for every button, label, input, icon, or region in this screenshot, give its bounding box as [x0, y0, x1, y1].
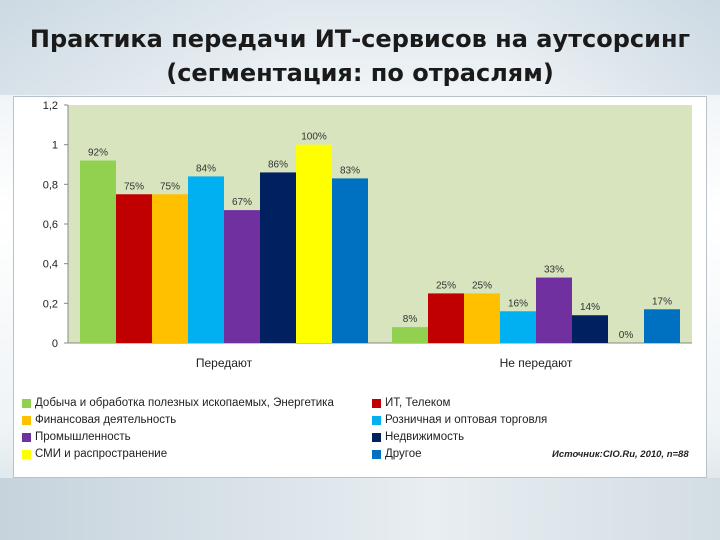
bar-data-label: 75%	[124, 181, 144, 192]
bar-data-label: 92%	[88, 148, 108, 159]
y-tick-label: 0,4	[43, 259, 58, 271]
legend-swatch	[372, 415, 381, 425]
header-decoration	[0, 0, 720, 95]
legend-swatch	[22, 449, 31, 459]
legend-label: Финансовая деятельность	[35, 414, 177, 426]
legend-swatch	[22, 415, 31, 425]
slide-title: Практика передачи ИТ-сервисов на аутсорс…	[29, 25, 691, 87]
bar-data-label: 84%	[196, 163, 216, 174]
bar-data-label: 67%	[232, 197, 252, 208]
legend-swatch	[372, 398, 381, 408]
x-axis-labels: Передают Не передают	[196, 356, 573, 370]
legend-label: СМИ и распространение	[35, 448, 168, 460]
chart-panel: 0 0,2 0,4 0,6 0,8 1 1,2 92% 75% 75% 84% 67% 86% 100%…	[13, 96, 707, 478]
bar-data-label: 25%	[436, 280, 456, 291]
bar	[464, 293, 500, 343]
x-tick-label: Не передают	[500, 356, 573, 370]
legend-swatch	[22, 398, 31, 408]
bar	[224, 210, 260, 343]
legend-item: Добыча и обработка полезных ископаемых, …	[22, 397, 334, 409]
legend-item: Финансовая деятельность	[22, 414, 176, 426]
legend-label: ИТ, Телеком	[385, 397, 451, 409]
legend-swatch	[372, 449, 381, 459]
legend: Добыча и обработка полезных ископаемых, …	[22, 397, 682, 467]
bar-data-label: 25%	[472, 280, 492, 291]
legend-label: Другое	[385, 448, 422, 460]
bar-data-label: 83%	[340, 165, 360, 176]
legend-label: Промышленность	[35, 431, 131, 443]
bar-data-label: 17%	[652, 296, 672, 307]
bar	[572, 315, 608, 343]
bar	[296, 144, 332, 343]
legend-item: ИТ, Телеком	[372, 397, 450, 409]
bar	[80, 160, 116, 343]
bar-data-label: 16%	[508, 298, 528, 309]
bar	[392, 327, 428, 343]
legend-swatch	[22, 432, 31, 442]
bar	[428, 293, 464, 343]
legend-swatch	[372, 432, 381, 442]
bar	[500, 311, 536, 343]
bar-data-label: 86%	[268, 159, 288, 170]
x-tick-label: Передают	[196, 356, 253, 370]
bar	[260, 172, 296, 343]
y-tick-label: 0,6	[43, 219, 58, 231]
bar-data-label: 75%	[160, 181, 180, 192]
source-note: Источник:CIO.Ru, 2010, n=88	[552, 449, 689, 460]
y-tick-label: 0	[52, 338, 58, 350]
y-tick-label: 1,2	[43, 100, 58, 112]
y-tick-label: 1	[52, 140, 58, 152]
legend-label: Недвижимость	[385, 431, 465, 443]
legend-label: Добыча и обработка полезных ископаемых, …	[35, 397, 334, 409]
bars-group: 92% 75% 75% 84% 67% 86% 100% 83% 8% 25% 25% 16% 33% 1…	[80, 132, 680, 343]
y-tick-label: 0,2	[43, 298, 58, 310]
bar	[116, 194, 152, 343]
legend-item: СМИ и распространение	[22, 448, 167, 460]
legend-item: Розничная и оптовая торговля	[372, 414, 547, 426]
bar	[644, 309, 680, 343]
y-tick-label: 0,8	[43, 179, 58, 191]
bar	[188, 176, 224, 343]
footer-decoration	[0, 478, 720, 540]
bar-data-label: 8%	[403, 314, 418, 325]
legend-label: Розничная и оптовая торговля	[385, 414, 548, 426]
legend-item: Недвижимость	[372, 431, 464, 443]
bar-data-label: 0%	[619, 330, 634, 341]
bar	[332, 178, 368, 343]
bar-data-label: 100%	[301, 132, 327, 143]
bar-chart: 0 0,2 0,4 0,6 0,8 1 1,2 92% 75% 75% 84% 67% 86% 100%…	[43, 100, 692, 370]
bar	[536, 277, 572, 343]
legend-item: Другое	[372, 448, 422, 460]
bar-data-label: 33%	[544, 265, 564, 276]
bar	[152, 194, 188, 343]
bar-data-label: 14%	[580, 302, 600, 313]
legend-item: Промышленность	[22, 431, 131, 443]
